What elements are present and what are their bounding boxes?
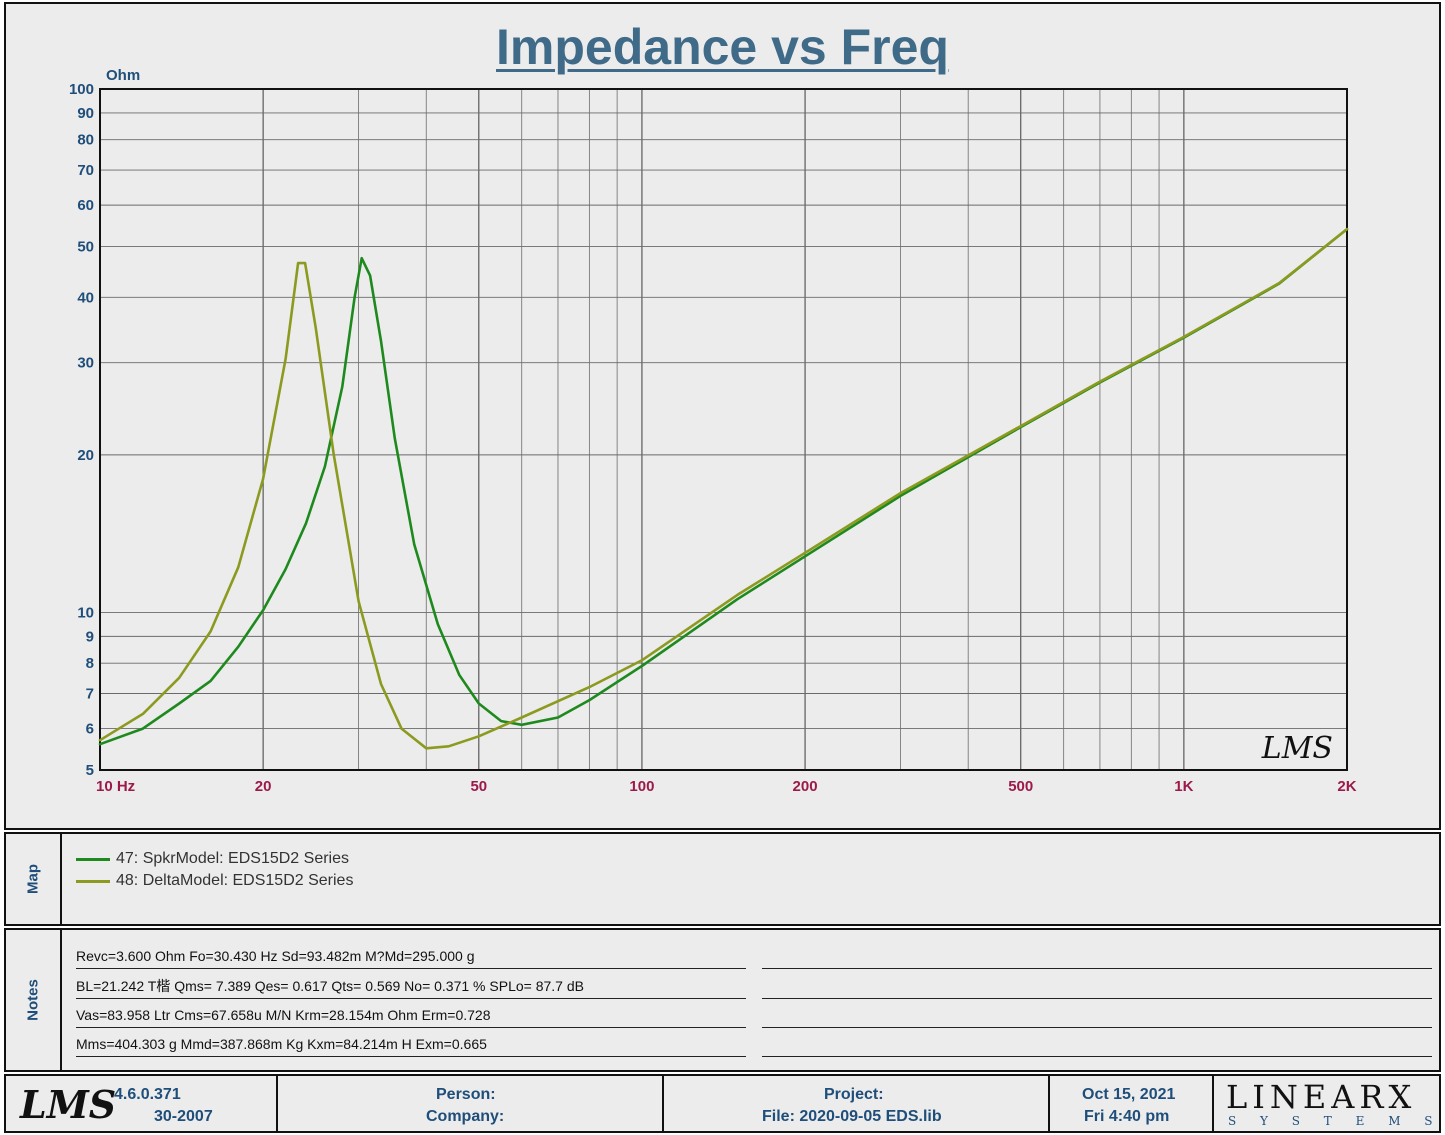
note-blank-line	[762, 1005, 1432, 1028]
y-tick-label: 70	[77, 162, 94, 179]
note-blank-line	[762, 946, 1432, 969]
y-tick-label: 50	[77, 239, 94, 256]
build-text: 30-2007	[154, 1108, 213, 1125]
note-line-4: Mms=404.303 g Mmd=387.868m Kg Kxm=84.214…	[76, 1034, 746, 1057]
map-panel: Map 47: SpkrModel: EDS15D2 Series 48: De…	[4, 832, 1441, 926]
y-tick-label: 20	[77, 447, 94, 464]
footer-date-cell: Oct 15, 2021 Fri 4:40 pm	[1050, 1076, 1214, 1131]
person-label: Person:	[436, 1086, 496, 1103]
y-tick-label: 90	[77, 105, 94, 122]
x-tick-label: 2K	[1337, 778, 1356, 795]
impedance-chart: 5 6 7 8 9 10 20 30 40 50 60 70 80 90 100 10 Hz 20 50 100 20…	[69, 67, 1357, 795]
x-tick-label: 100	[629, 778, 654, 795]
note-line-2: BL=21.242 T楷 Qms= 7.389 Qes= 0.617 Qts= …	[76, 976, 746, 999]
y-tick-label: 30	[77, 355, 94, 372]
footer-version-cell: LMS 4.6.0.371 30-2007	[6, 1076, 278, 1131]
legend-label: 48: DeltaModel: EDS15D2 Series	[116, 872, 354, 889]
legend-item-deltamodel: 48: DeltaModel: EDS15D2 Series	[76, 870, 353, 892]
y-tick-label: 5	[86, 762, 94, 779]
legend-label: 47: SpkrModel: EDS15D2 Series	[116, 850, 349, 867]
lms-logo: LMS	[20, 1082, 117, 1127]
note-blank-line	[762, 1034, 1432, 1057]
date-text: Oct 15, 2021	[1082, 1086, 1176, 1103]
footer-project-cell: Project: File: 2020-09-05 EDS.lib	[664, 1076, 1050, 1131]
legend-swatch	[76, 857, 110, 861]
series-line-1	[98, 227, 1349, 746]
y-tick-label: 100	[69, 81, 94, 98]
lms-watermark-logo: LMS	[1261, 731, 1333, 766]
y-tick-label: 60	[77, 197, 94, 214]
company-label: Company:	[426, 1108, 505, 1125]
legend-item-spkrmodel: 47: SpkrModel: EDS15D2 Series	[76, 848, 349, 870]
y-tick-label: 6	[86, 721, 94, 738]
x-tick-label: 1K	[1174, 778, 1193, 795]
x-tick-label: 500	[1008, 778, 1033, 795]
version-text: 4.6.0.371	[114, 1086, 181, 1103]
x-tick-label: 50	[470, 778, 487, 795]
plot-area	[100, 89, 1347, 770]
linearx-sub: S Y S T E M S	[1228, 1114, 1443, 1128]
chart-title: Impedance vs Freq	[496, 19, 949, 75]
x-tick-label: 20	[255, 778, 272, 795]
y-tick-label: 9	[86, 628, 94, 645]
footer-person-cell: Person: Company:	[278, 1076, 664, 1131]
map-side-label: Map	[6, 834, 62, 924]
notes-panel: Notes Revc=3.600 Ohm Fo=30.430 Hz Sd=93.…	[4, 928, 1441, 1072]
project-file: File: 2020-09-05 EDS.lib	[762, 1108, 942, 1125]
plot-frame	[99, 88, 1348, 771]
chart-panel: Impedance vs Freq 5 6 7 8 9 10 20 30 40 50 60 70 80 9…	[4, 2, 1441, 830]
note-blank-line	[762, 976, 1432, 999]
series-line-2	[98, 227, 1349, 750]
y-tick-label: 80	[77, 132, 94, 149]
footer-panel: LMS 4.6.0.371 30-2007 Person: Company: P…	[4, 1074, 1441, 1133]
project-label: Project:	[824, 1086, 884, 1103]
legend-swatch	[76, 879, 110, 883]
notes-side-label: Notes	[6, 930, 62, 1070]
linearx-logo: LINEARX	[1226, 1078, 1417, 1116]
y-tick-label: 7	[86, 686, 94, 703]
x-tick-label: 200	[793, 778, 818, 795]
footer-brand-cell: LINEARX S Y S T E M S	[1214, 1076, 1439, 1131]
y-axis-unit: Ohm	[106, 67, 140, 84]
note-line-1: Revc=3.600 Ohm Fo=30.430 Hz Sd=93.482m M…	[76, 946, 746, 969]
y-tick-label: 10	[77, 604, 94, 621]
y-tick-label: 40	[77, 289, 94, 306]
time-text: Fri 4:40 pm	[1084, 1108, 1170, 1125]
y-tick-label: 8	[86, 655, 94, 672]
x-tick-label: 10 Hz	[96, 778, 135, 795]
note-line-3: Vas=83.958 Ltr Cms=67.658u M/N Krm=28.15…	[76, 1005, 746, 1028]
